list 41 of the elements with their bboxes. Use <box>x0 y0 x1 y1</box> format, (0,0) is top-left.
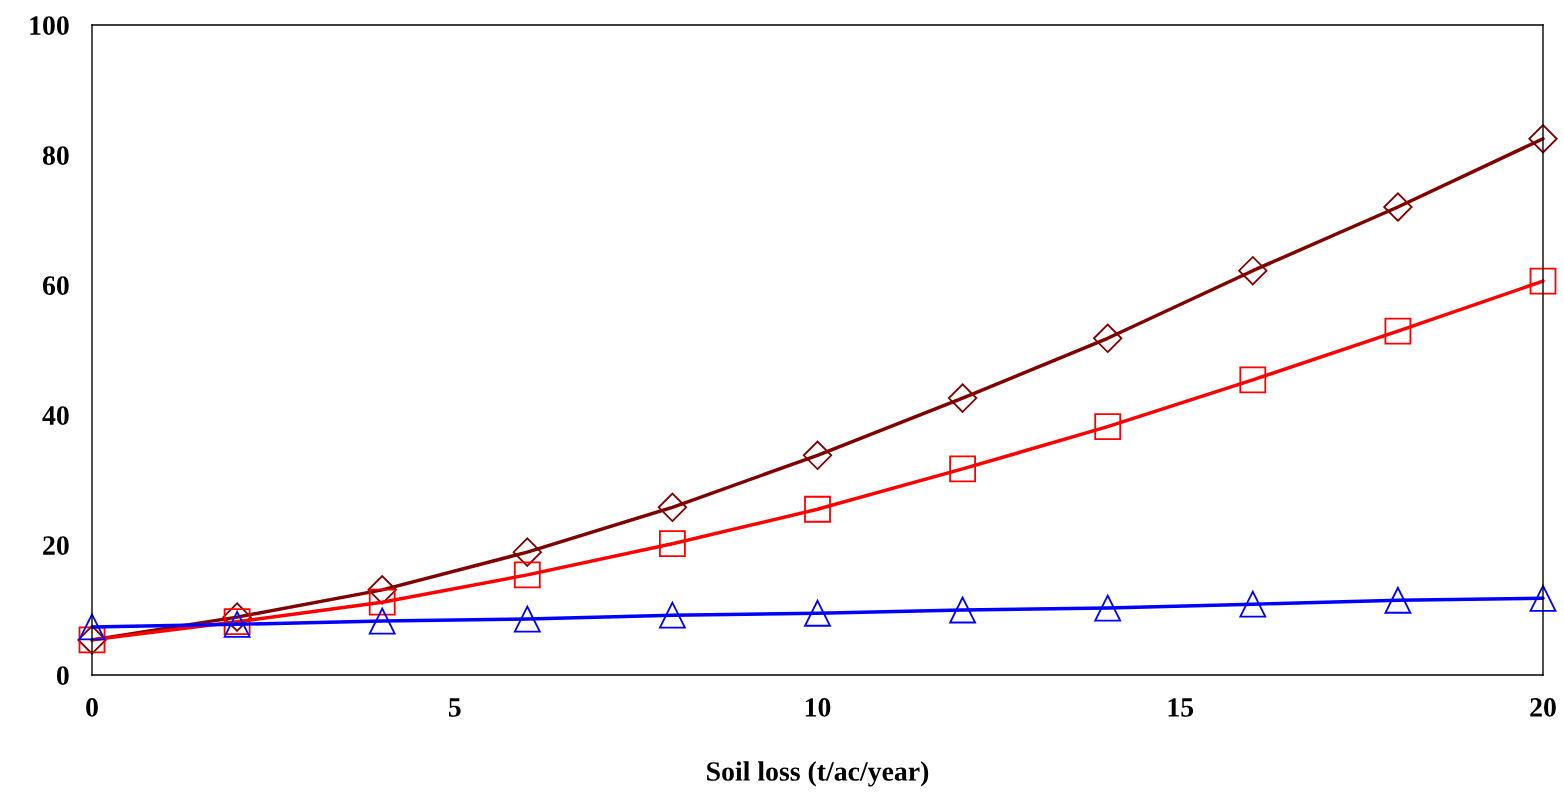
point <box>1238 256 1268 286</box>
point <box>657 492 688 522</box>
point <box>1528 124 1558 154</box>
point <box>1093 323 1123 353</box>
point <box>949 596 977 624</box>
point <box>1384 586 1412 614</box>
point <box>949 455 977 483</box>
point <box>1239 366 1267 394</box>
point <box>78 613 106 641</box>
y-tick-label: 20 <box>43 536 69 555</box>
point <box>947 383 978 413</box>
y-tick-label: 100 <box>30 16 69 35</box>
point <box>1094 413 1122 441</box>
point <box>1239 590 1267 618</box>
point <box>804 599 831 627</box>
point <box>804 495 831 523</box>
y-tick-label: 60 <box>42 276 69 295</box>
x-tick-label: 0 <box>86 698 98 717</box>
point <box>658 601 686 629</box>
x-tick-label: 5 <box>448 698 461 717</box>
x-tick-label: 20 <box>1530 698 1556 717</box>
point <box>512 537 542 567</box>
point <box>658 530 686 558</box>
point <box>1529 267 1557 295</box>
point <box>513 605 541 633</box>
point <box>368 607 396 635</box>
y-tick-label: 0 <box>56 666 69 685</box>
x-tick-label: 15 <box>1168 698 1194 717</box>
point <box>1094 594 1122 622</box>
point <box>1529 584 1557 612</box>
y-tick-label: 40 <box>42 406 69 425</box>
point <box>368 588 396 616</box>
x-axis-title: Soil loss (t/ac/year) <box>707 761 929 787</box>
point <box>802 440 833 470</box>
point <box>1384 317 1412 345</box>
point <box>513 561 541 589</box>
point <box>367 575 397 605</box>
point <box>1383 192 1413 222</box>
x-tick-label: 10 <box>805 698 831 717</box>
point <box>222 602 252 632</box>
y-tick-label: 80 <box>42 146 69 165</box>
